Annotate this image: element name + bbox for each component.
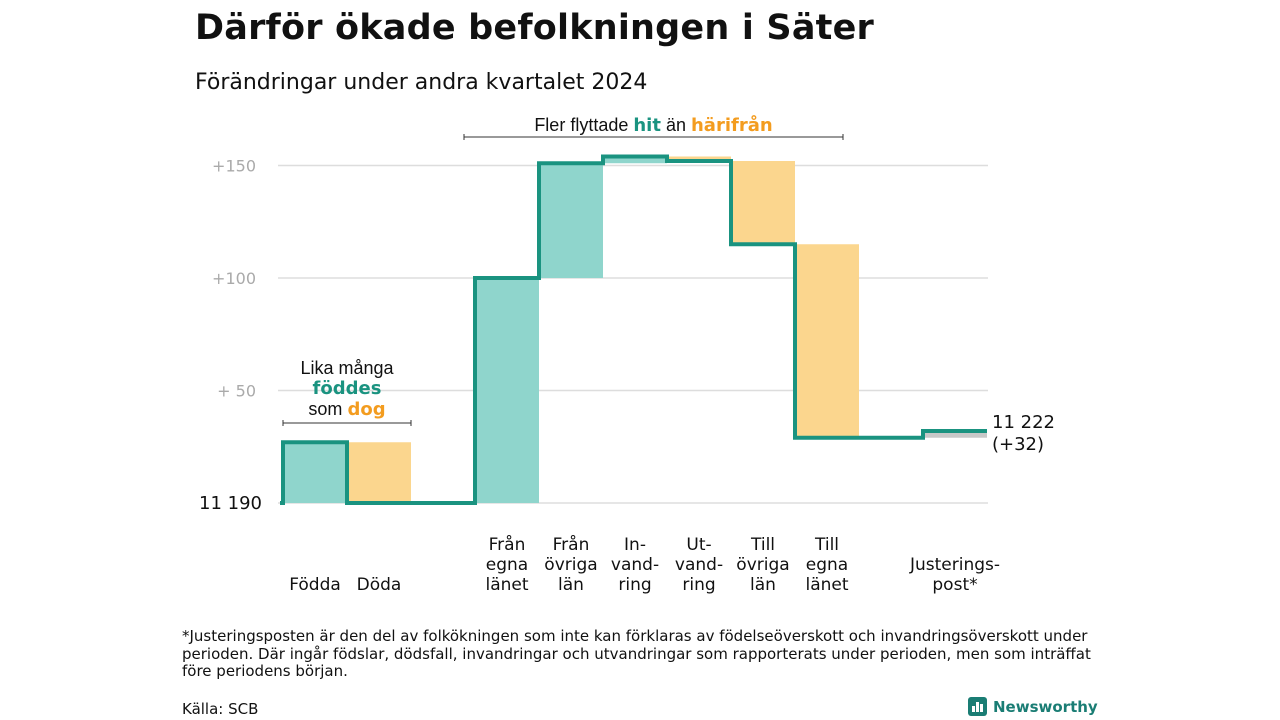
- bar-till_egna: [795, 244, 859, 438]
- bar-chart-icon: [968, 697, 987, 716]
- chart-title: Därför ökade befolkningen i Säter: [195, 8, 874, 48]
- brand-name: Newsworthy: [993, 697, 1098, 716]
- category-label-till_ovriga: Till övriga län: [736, 535, 789, 595]
- annotation-teal-word: föddes: [313, 378, 382, 399]
- y-tick-label: +150: [212, 157, 256, 176]
- y-tick-label: +100: [212, 269, 256, 288]
- category-label-utvandring: Ut-vand-ring: [675, 535, 723, 595]
- category-label-fran_ovriga: Från övriga län: [544, 534, 597, 595]
- category-label-fodda: Födda: [289, 575, 341, 595]
- category-label-fran_egna: Från egna länet: [485, 534, 528, 595]
- bar-invandring: [603, 156, 667, 164]
- category-label-justering: Justerings-post*: [909, 555, 1000, 595]
- annotation-migration: Fler flyttade hit än härifrån: [534, 114, 772, 136]
- bar-utvandring: [667, 156, 731, 161]
- brand-logo: Newsworthy: [968, 697, 1098, 716]
- bar-fran_ovriga: [539, 163, 603, 278]
- cumulative-step-line: [280, 154, 987, 505]
- y-tick-label: + 50: [217, 382, 256, 401]
- category-label-doda: Döda: [357, 575, 402, 595]
- chart-subtitle: Förändringar under andra kvartalet 2024: [195, 70, 648, 95]
- source-note: Källa: SCB: [182, 700, 259, 718]
- bar-fran_egna: [475, 278, 539, 503]
- category-label-till_egna: Till egna länet: [805, 535, 848, 595]
- bar-doda: [347, 442, 411, 503]
- baseline-value-label: 11 190: [199, 493, 262, 514]
- annotation-line1: Lika många: [300, 358, 394, 378]
- end-change-label: (+32): [992, 434, 1044, 455]
- bar-justering: [923, 431, 987, 438]
- bar-fodda: [283, 442, 347, 503]
- footnote: *Justeringsposten är den del av folkökni…: [182, 627, 1091, 680]
- bar-till_ovriga: [731, 161, 795, 245]
- end-value-label: 11 222: [992, 412, 1055, 433]
- category-label-invandring: In-vand-ring: [611, 535, 659, 595]
- annotation-line3: som dog: [308, 399, 385, 420]
